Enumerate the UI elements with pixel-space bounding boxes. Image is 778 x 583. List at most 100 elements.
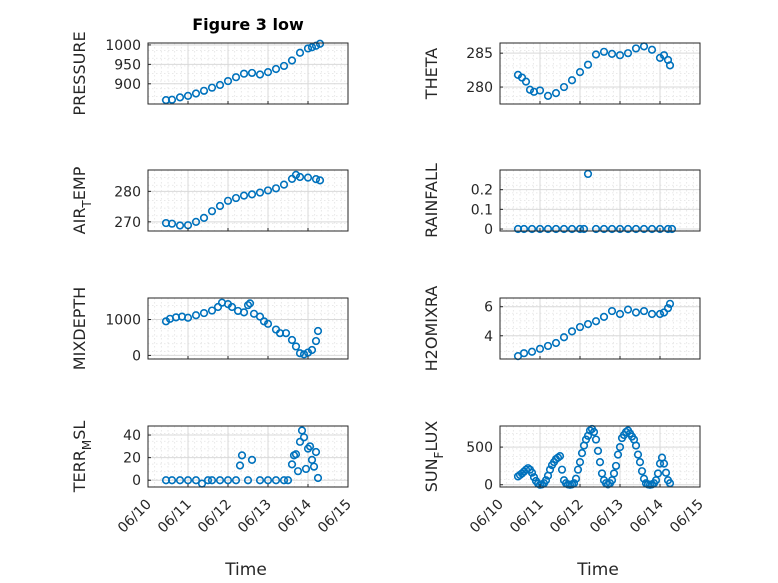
data-point xyxy=(295,48,305,57)
data-point xyxy=(207,207,217,216)
y-tick-label: 1000 xyxy=(105,38,141,54)
panel-theta: 285 280 THETA xyxy=(422,42,701,105)
data-point xyxy=(663,304,673,313)
data-point xyxy=(279,476,289,485)
y-axis-label-main: TERR xyxy=(70,450,89,493)
axes-frame xyxy=(499,297,701,360)
data-point xyxy=(535,344,545,353)
data-point xyxy=(271,476,281,485)
data-point xyxy=(599,224,609,234)
data-point xyxy=(659,51,669,60)
data-point xyxy=(239,69,249,78)
data-point xyxy=(527,347,537,356)
y-tick-label: 6 xyxy=(484,300,493,316)
data-point xyxy=(575,322,585,332)
y-tick-label: 270 xyxy=(114,215,141,231)
data-point xyxy=(255,476,265,485)
data-point xyxy=(637,467,647,476)
data-point xyxy=(639,224,649,234)
data-point xyxy=(183,313,193,322)
data-point xyxy=(203,476,213,485)
y-tick-label: 0 xyxy=(132,348,141,364)
data-point xyxy=(287,56,297,65)
data-point xyxy=(279,180,289,189)
data-point xyxy=(615,224,625,234)
data-point xyxy=(231,476,241,485)
data-point xyxy=(291,170,301,179)
data-point xyxy=(525,85,535,94)
data-point xyxy=(311,41,321,50)
data-point xyxy=(631,308,641,317)
data-point xyxy=(647,45,657,54)
data-point xyxy=(215,80,225,90)
y-tick-label: 0 xyxy=(484,222,493,238)
x-tick-label: 06/11 xyxy=(155,497,195,537)
data-point xyxy=(303,444,313,453)
x-tick-label: 06/10 xyxy=(115,497,155,537)
data-point xyxy=(583,320,593,329)
data-point xyxy=(199,308,209,318)
data-point xyxy=(279,61,289,71)
data-point xyxy=(623,305,633,314)
data-point xyxy=(283,476,293,485)
data-point xyxy=(263,319,273,328)
panel-terr: 40 20 0 TERRMSL 06/10 06/11 06/12 06/13 06/14 06/… xyxy=(70,421,355,580)
axes-frame xyxy=(147,169,349,232)
data-point xyxy=(555,452,565,461)
data-point xyxy=(301,464,311,474)
data-point xyxy=(175,221,185,230)
y-axis-label-main: SUN xyxy=(422,458,441,492)
x-tick-label: 06/10 xyxy=(467,497,507,537)
data-point xyxy=(167,95,177,104)
data-point xyxy=(231,193,241,203)
data-point xyxy=(635,458,645,467)
data-point xyxy=(593,446,603,455)
data-point xyxy=(215,476,225,485)
data-point xyxy=(303,44,313,53)
data-point xyxy=(583,60,593,69)
data-point xyxy=(519,349,529,358)
y-axis-label-main: MIXDEPTH xyxy=(70,287,89,370)
y-axis-label: PRESSURE xyxy=(70,31,89,115)
data-point xyxy=(263,186,273,195)
data-point xyxy=(535,86,545,95)
data-point xyxy=(271,184,281,193)
data-point xyxy=(559,333,569,342)
data-point xyxy=(215,201,225,211)
data-point xyxy=(623,49,633,58)
data-point xyxy=(661,468,671,477)
data-point xyxy=(665,61,675,70)
y-axis-label-suffix: LUX xyxy=(422,421,441,452)
data-point xyxy=(567,76,577,85)
data-point xyxy=(663,224,673,234)
y-axis-label-subscript: M xyxy=(80,440,94,450)
data-point xyxy=(639,306,649,316)
y-axis-label-main: AIR xyxy=(70,208,89,235)
x-tick-label: 06/13 xyxy=(235,497,275,537)
data-point xyxy=(583,169,593,179)
data-point xyxy=(311,175,321,184)
data-point xyxy=(167,219,177,228)
data-point xyxy=(633,450,643,459)
y-tick-label: 500 xyxy=(466,440,493,456)
data-point xyxy=(527,468,537,477)
data-point xyxy=(255,312,265,321)
y-tick-label: 900 xyxy=(114,77,141,93)
data-point xyxy=(315,39,325,48)
data-point xyxy=(291,342,301,351)
data-point xyxy=(653,469,663,478)
data-point xyxy=(307,345,317,355)
data-point xyxy=(287,460,297,469)
data-point xyxy=(615,309,625,319)
data-point xyxy=(551,224,561,234)
data-point xyxy=(575,458,585,467)
x-tick-label: 06/14 xyxy=(275,496,315,536)
data-point xyxy=(535,224,545,234)
data-point xyxy=(207,83,217,92)
data-point xyxy=(611,461,621,471)
data-point xyxy=(235,461,245,470)
axes-frame xyxy=(499,425,701,488)
data-point xyxy=(295,437,305,446)
data-point xyxy=(591,317,601,326)
